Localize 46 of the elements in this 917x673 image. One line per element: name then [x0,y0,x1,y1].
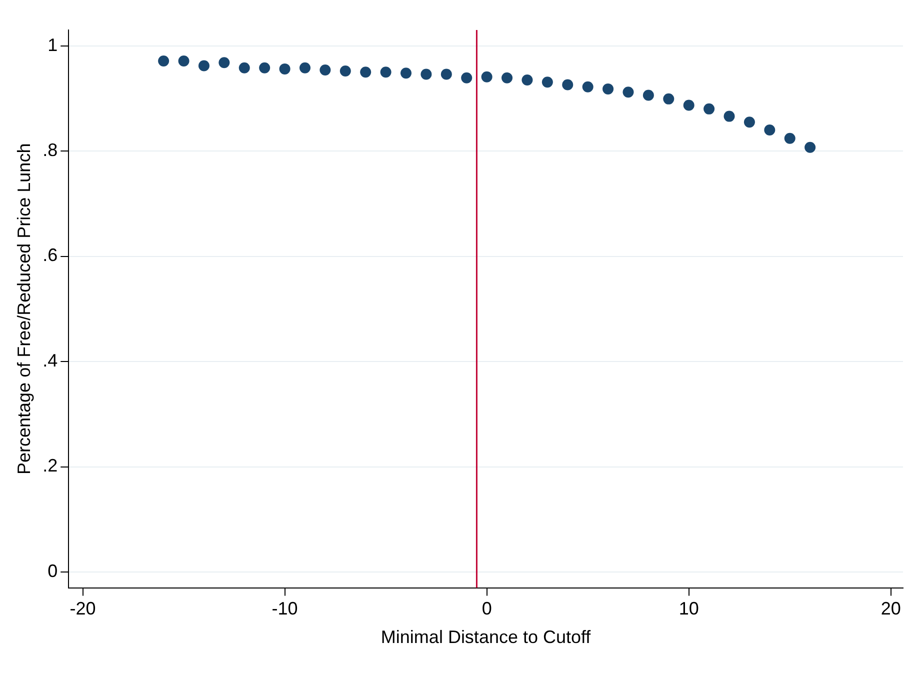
y-tick-label: .6 [42,245,58,266]
point [461,72,472,84]
point [582,81,594,92]
point [764,124,776,136]
point [198,60,210,72]
point [744,116,755,128]
point [158,56,170,67]
point [522,74,533,86]
point [642,90,654,101]
x-tick-label: 10 [678,598,699,619]
point [784,132,796,144]
x-tick-label: 20 [880,598,901,619]
point [340,66,351,77]
y-axis-title: Percentage of Free/Reduced Price Lunch [14,143,34,474]
point [481,71,492,82]
point [440,68,452,80]
point [724,110,735,122]
point [360,66,372,78]
point [279,63,290,74]
y-tick-label: .4 [42,350,58,370]
x-tick-label: -20 [70,598,96,619]
y-tick-label: 1 [48,34,58,55]
point [562,79,574,90]
x-tick-label: 0 [482,598,492,619]
x-axis-title: Minimal Distance to Cutoff [380,627,592,648]
point [259,62,270,74]
y-tick-label: .8 [42,140,58,160]
point [218,57,230,68]
point [704,103,715,114]
point [299,62,310,74]
point [238,62,250,74]
point [380,66,392,78]
point [622,86,634,98]
point [502,72,513,84]
y-tick-label: .2 [42,456,58,476]
point [400,68,412,79]
point [542,76,553,88]
point [804,142,816,153]
point [178,56,190,67]
x-tick-label: -10 [272,598,298,619]
point [420,68,432,80]
point [320,64,331,76]
point [602,83,614,94]
point [683,100,694,111]
y-tick-label: 0 [48,560,58,581]
point [663,93,674,104]
